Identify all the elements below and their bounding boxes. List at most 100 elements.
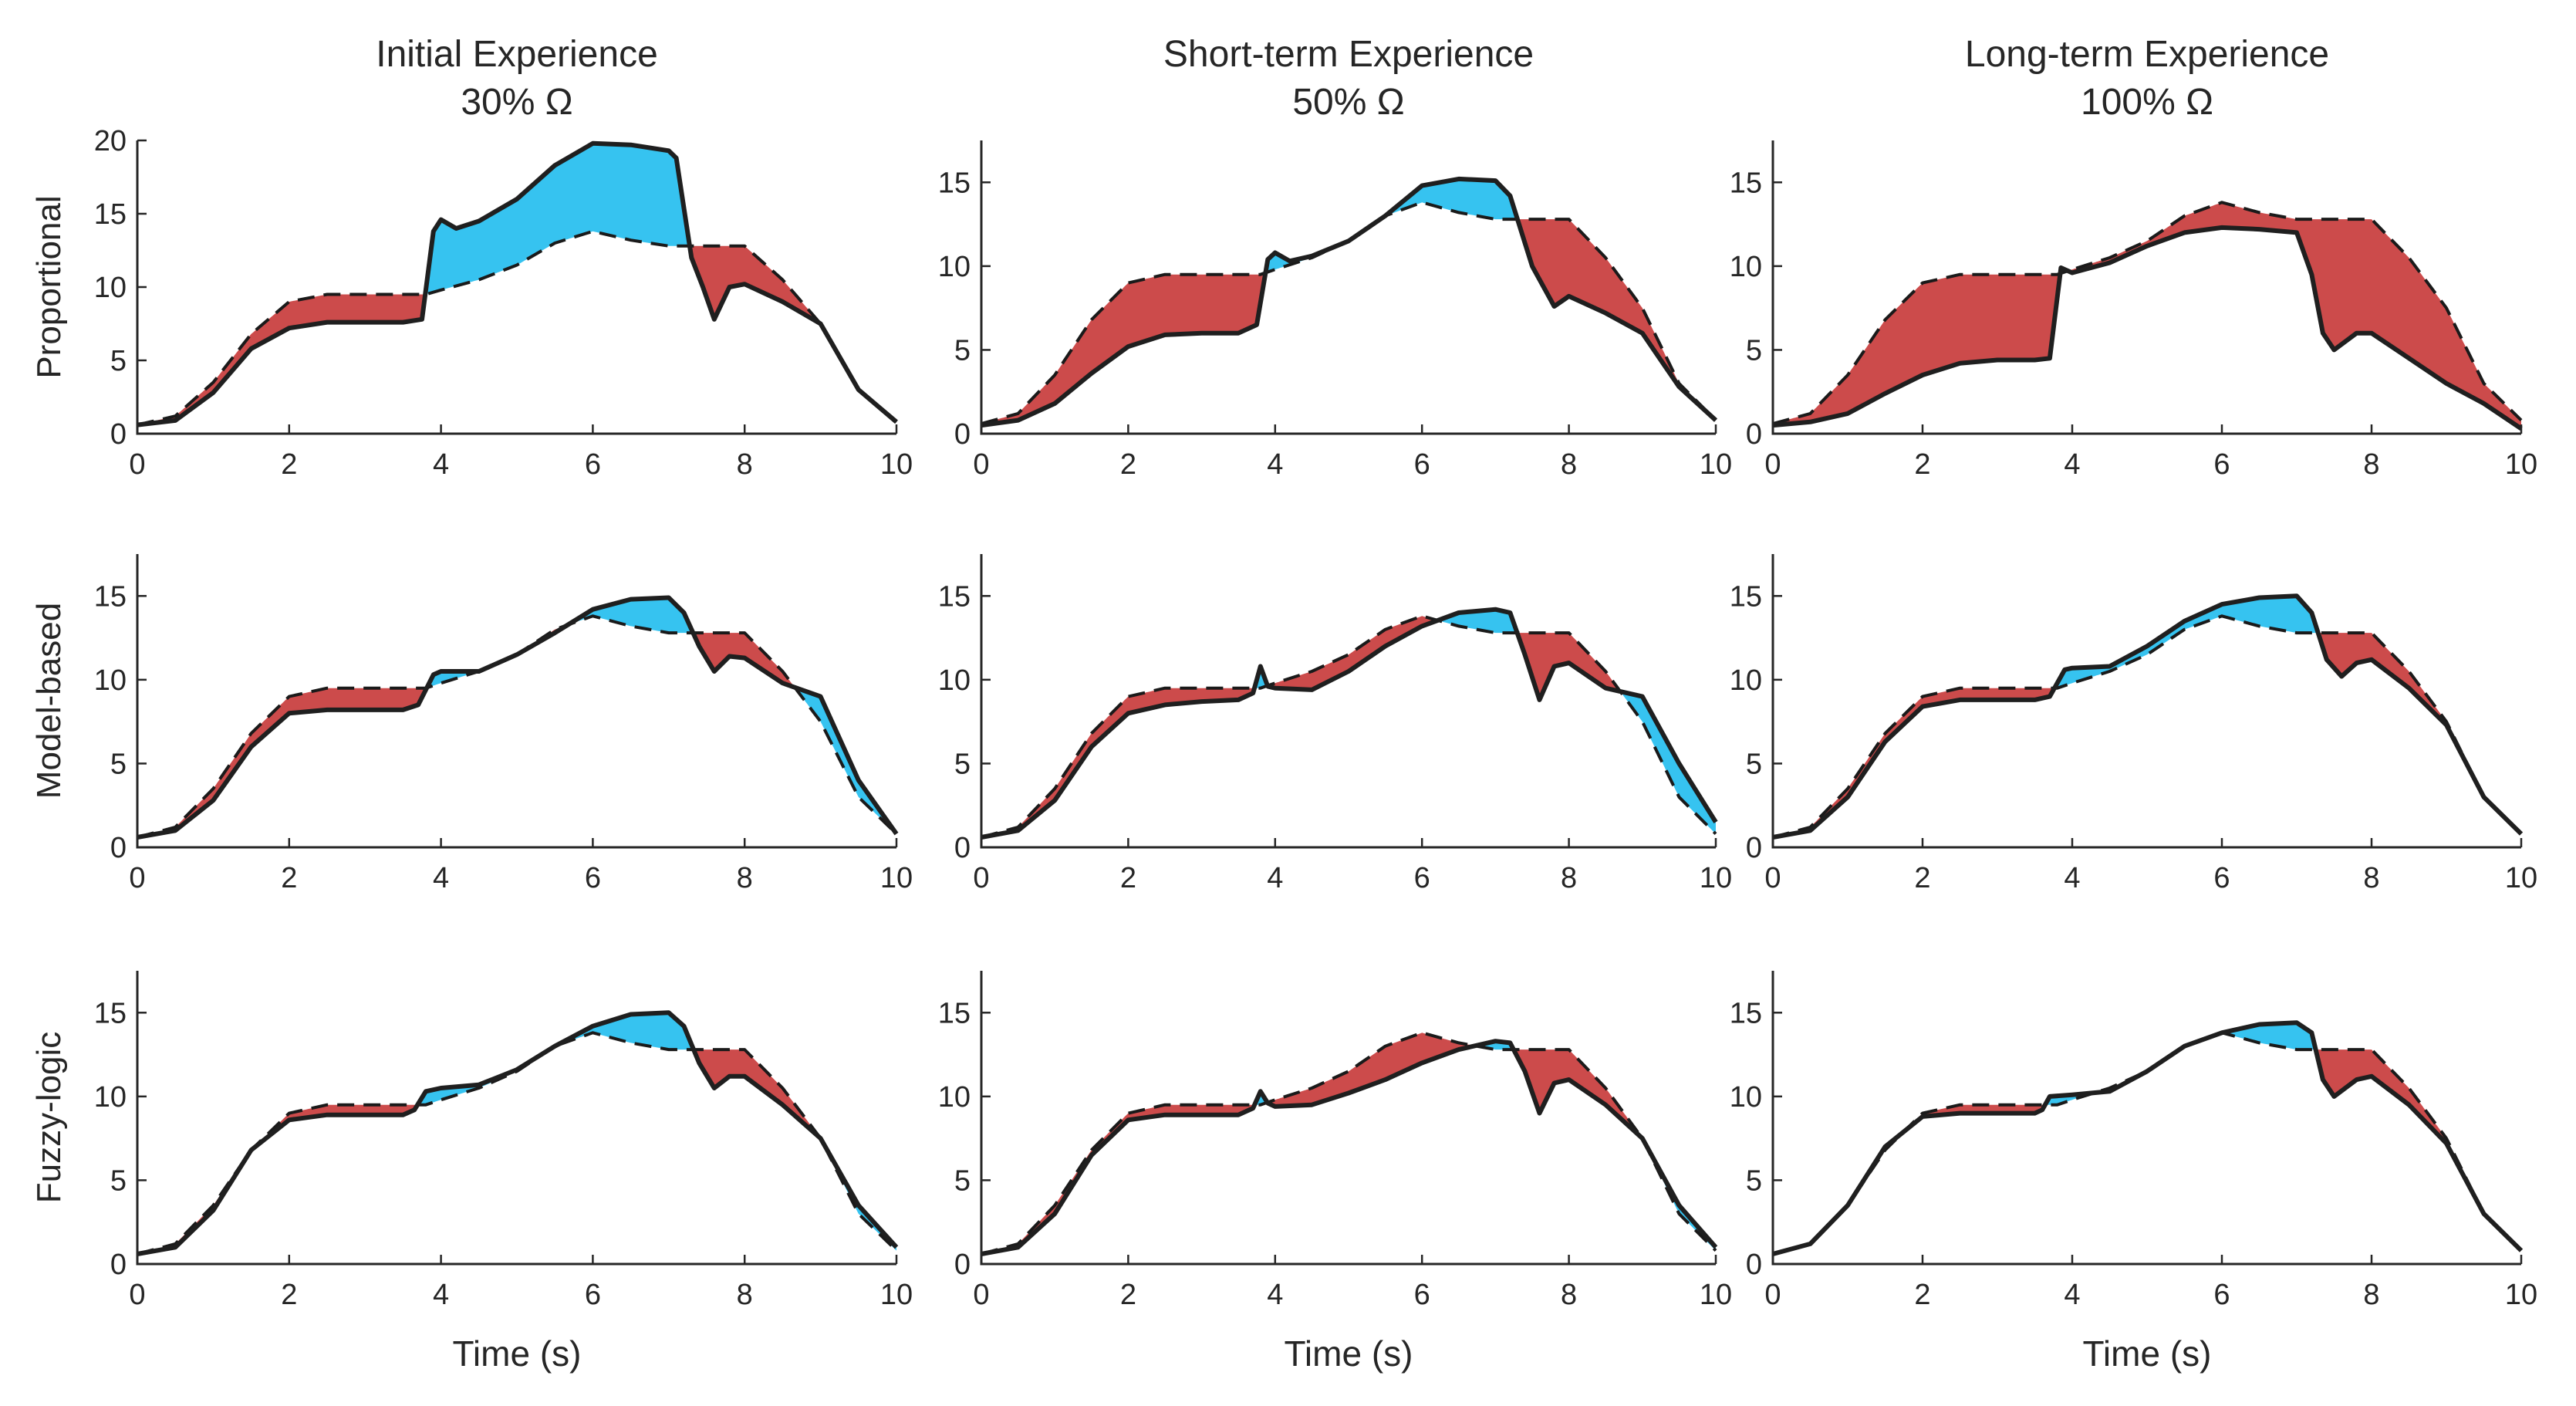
y-tick-label: 5 [954,748,971,780]
y-tick-label: 10 [938,664,971,697]
fill-below-reference [1514,1049,1642,1139]
fill-above-reference [820,323,896,422]
subplot-r2-c1: 0 2 4 6 8 10 0 5 10 15 [94,554,913,894]
fill-below-reference [2068,202,2521,429]
y-tick-label: 0 [954,418,971,451]
y-tick-label: 10 [1730,251,1762,283]
x-tick-label: 6 [2213,862,2230,894]
row-label-2: Model-based [30,603,68,799]
y-tick-label: 20 [94,125,127,157]
x-axis-label: Time (s) [1285,1333,1413,1374]
x-tick-label: 0 [129,1279,145,1311]
x-tick-label: 8 [1561,448,1577,481]
row-label-3: Fuzzy-logic [30,1032,68,1204]
subplot-r1-c2: 0 2 4 6 8 10 0 5 10 15 [938,140,1732,481]
x-tick-label: 4 [2064,862,2080,894]
fill-below-reference [1268,1033,1476,1107]
fill-below-reference [695,1049,821,1139]
actual-line [1772,593,2524,840]
x-tick-label: 8 [2363,862,2379,894]
actual-line [137,1010,899,1256]
y-tick-label: 10 [938,1081,971,1114]
fill-below-reference [693,633,796,689]
x-tick-label: 2 [281,862,297,894]
fill-below-reference [983,686,1255,837]
x-tick-label: 10 [880,448,913,481]
y-tick-label: 0 [1746,832,1762,864]
y-tick-label: 15 [938,580,971,613]
reference-line [981,201,1717,425]
x-tick-label: 6 [1414,448,1430,481]
x-tick-label: 2 [281,448,297,481]
fill-above-reference [418,1012,696,1105]
fill-below-reference [1519,219,1716,421]
reference-line [137,229,898,427]
actual-line [137,595,899,840]
y-tick-label: 15 [94,198,127,231]
y-tick-label: 10 [938,251,971,283]
y-tick-label: 5 [110,748,127,780]
x-tick-label: 2 [1914,1279,1930,1311]
x-tick-label: 2 [1914,862,1930,894]
x-tick-label: 6 [585,1279,601,1311]
x-tick-label: 10 [880,1279,913,1311]
y-tick-label: 15 [94,997,127,1029]
y-tick-label: 0 [954,1249,971,1281]
actual-line [1772,225,2523,431]
fill-above-reference [1438,609,1518,634]
x-tick-label: 4 [2064,448,2080,481]
x-tick-label: 10 [1700,862,1732,894]
subplot-r3-c1: 0 2 4 6 8 10 0 5 10 15 Time (s) [94,971,913,1374]
y-tick-label: 0 [110,418,127,451]
x-tick-label: 8 [1561,862,1577,894]
x-tick-label: 0 [129,862,145,894]
x-tick-label: 0 [1764,448,1781,481]
x-tick-label: 8 [2363,448,2379,481]
column-title-1-line1: Initial Experience [376,34,658,75]
fill-above-reference [425,143,692,295]
y-tick-label: 10 [1730,1081,1762,1114]
y-tick-label: 15 [938,167,971,199]
x-tick-label: 10 [1700,448,1732,481]
reference-line [1772,614,2523,839]
subplot-r2-c3: 0 2 4 6 8 10 0 5 10 15 [1730,554,2537,894]
x-tick-label: 6 [585,862,601,894]
reference-line [137,614,898,839]
axes [136,554,896,849]
x-tick-label: 2 [1914,448,1930,481]
actual-line [1772,1020,2524,1256]
fill-below-reference [1268,616,1439,690]
fill-below-reference [139,289,426,425]
y-tick-label: 10 [1730,664,1762,697]
fill-above-reference [2055,596,2320,688]
y-tick-label: 15 [1730,997,1762,1029]
x-tick-label: 0 [1764,862,1781,894]
y-tick-label: 0 [1746,418,1762,451]
x-tick-label: 0 [973,862,989,894]
y-tick-label: 5 [1746,1164,1762,1197]
fill-above-reference [795,688,896,834]
fill-below-reference [253,1104,419,1149]
x-tick-label: 0 [1764,1279,1781,1311]
y-tick-label: 5 [1746,334,1762,367]
x-tick-label: 6 [2213,1279,2230,1311]
y-tick-label: 5 [110,1164,127,1197]
x-tick-label: 8 [737,1279,753,1311]
x-tick-label: 2 [1120,448,1136,481]
column-title-2-line2: 50% Ω [1292,82,1404,123]
reference-line [1772,1031,2523,1256]
subplot-r3-c2: 0 2 4 6 8 10 0 5 10 15 Time (s) [938,971,1732,1374]
actual-line [981,1039,1718,1256]
y-tick-label: 15 [1730,167,1762,199]
x-tick-label: 4 [1267,448,1283,481]
x-tick-label: 0 [129,448,145,481]
axes [980,554,1716,849]
x-tick-label: 2 [1120,862,1136,894]
x-tick-label: 4 [433,862,449,894]
actual-line [981,607,1718,840]
row-label-1: Proportional [30,195,68,378]
fill-below-reference [2319,633,2484,797]
x-tick-label: 6 [1414,1279,1430,1311]
x-tick-label: 4 [433,448,449,481]
